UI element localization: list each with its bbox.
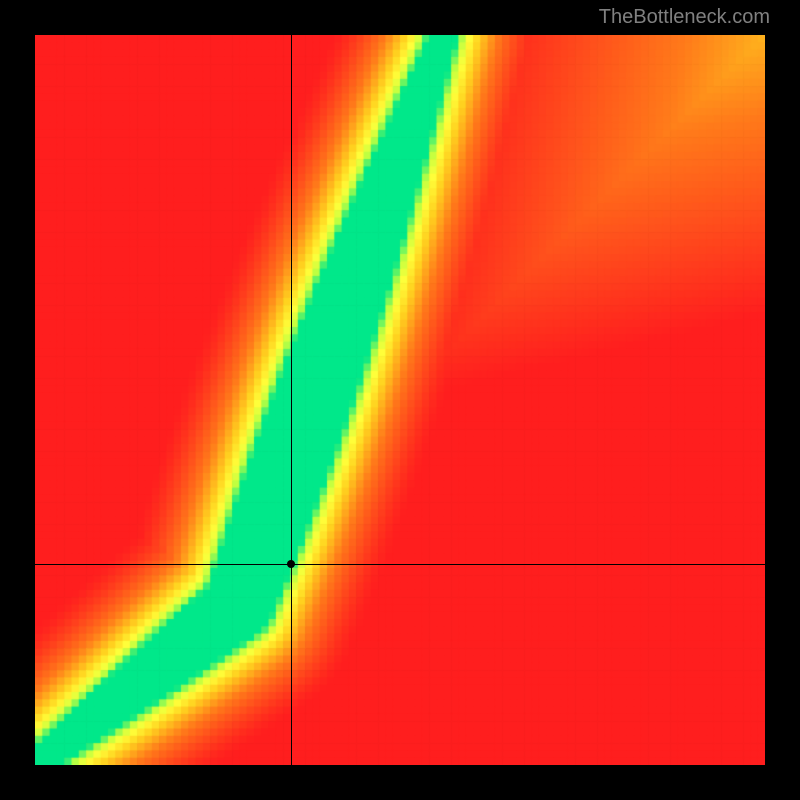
selected-point-marker (287, 560, 295, 568)
crosshair-horizontal (35, 564, 765, 565)
chart-container: TheBottleneck.com (0, 0, 800, 800)
watermark-text: TheBottleneck.com (599, 6, 770, 29)
crosshair-vertical (291, 35, 292, 765)
heatmap-plot (35, 35, 765, 765)
heatmap-canvas (35, 35, 765, 765)
